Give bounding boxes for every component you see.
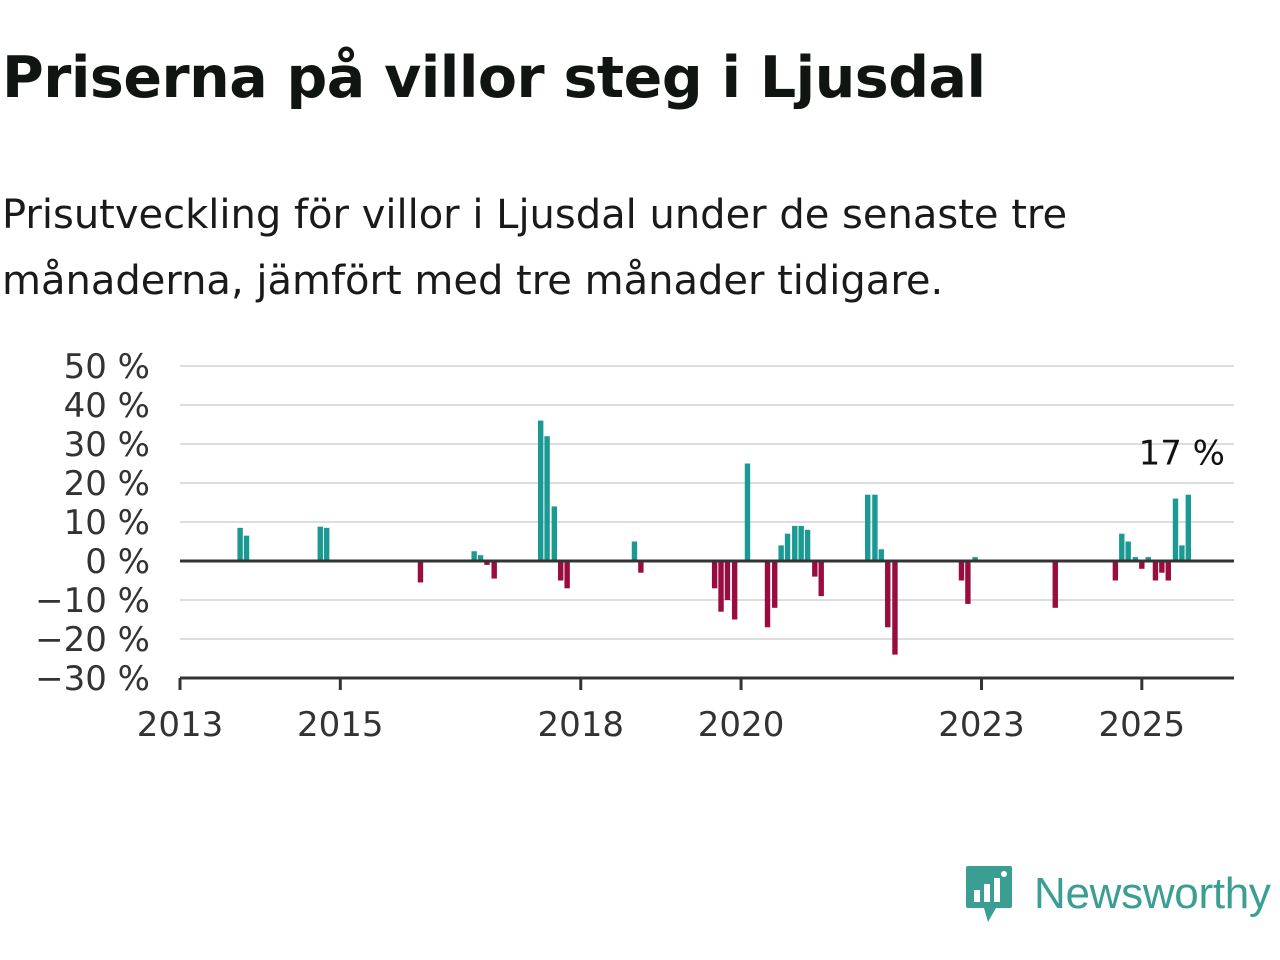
bar-negative [1139,561,1145,569]
y-tick-label: 20 % [64,464,150,504]
bar-positive [631,541,638,561]
bar-positive [323,527,330,561]
bar-positive [804,529,811,561]
axes [178,559,1234,690]
bar-positive [471,551,477,561]
bar-positive [792,525,798,561]
y-tick-label: −30 % [35,659,150,699]
bars [237,420,1192,655]
bar-positive [1132,557,1139,561]
x-tick-label: 2013 [137,705,224,745]
bar-positive [972,557,978,561]
bar-negative [718,561,724,612]
y-tick-label: −20 % [35,620,150,660]
bar-negative [484,561,490,565]
y-tick-label: 10 % [64,503,150,543]
bar-negative [812,561,818,577]
bar-negative [1152,561,1159,581]
bar-negative [1165,561,1171,581]
bar-positive [1145,557,1151,561]
x-tick-label: 2015 [297,705,384,745]
bar-negative [638,561,644,573]
y-tick-label: −10 % [35,581,150,621]
brand-logo: Newsworthy [964,864,1271,924]
brand-name: Newsworthy [1034,869,1271,918]
bar-chart: 50 %40 %30 %20 %10 %0 %−10 %−20 %−30 % 20… [35,347,1234,745]
bar-positive [537,420,544,561]
bar-negative [417,561,424,583]
bar-positive [1172,498,1179,561]
bar-positive [243,535,250,561]
bar-positive [784,533,791,561]
bar-negative [1052,561,1058,608]
tick-labels: 50 %40 %30 %20 %10 %0 %−10 %−20 %−30 % 20… [35,347,1225,745]
x-tick-label: 2023 [938,705,1025,745]
chart-subtitle: Prisutveckling för villor i Ljusdal unde… [2,192,1068,304]
bar-positive [551,506,558,561]
bar-negative [724,561,731,600]
y-tick-label: 40 % [64,386,150,426]
bar-negative [772,561,778,608]
x-tick-label: 2020 [698,705,785,745]
bar-negative [885,561,891,628]
bar-positive [1119,533,1125,561]
bar-positive [798,525,804,561]
y-tick-label: 30 % [64,425,150,465]
y-tick-label: 50 % [64,347,150,387]
bar-positive [1125,541,1131,561]
bar-negative [564,561,570,589]
bar-negative [1112,561,1119,581]
bar-positive [878,549,885,561]
bar-negative [965,561,971,604]
gridlines [180,365,1234,679]
chart-title: Priserna på villor steg i Ljusdal [2,45,986,111]
bar-negative [818,561,824,597]
y-tick-label: 0 % [85,542,150,582]
bar-negative [711,561,718,589]
bar-negative [731,561,738,620]
x-tick-label: 2025 [1099,705,1186,745]
bar-negative [1159,561,1165,573]
bar-positive [865,494,871,561]
bar-negative [892,561,898,655]
bar-positive [1179,545,1185,561]
bar-positive [744,463,751,561]
bar-negative [764,561,771,628]
bar-negative [958,561,965,581]
bar-positive [872,494,878,561]
newsworthy-logo-icon [966,866,1012,922]
bar-positive [317,526,323,561]
bar-positive [477,555,484,561]
bar-positive [1185,494,1192,561]
x-tick-label: 2018 [537,705,624,745]
bar-positive [544,436,550,561]
bar-negative [491,561,497,579]
bar-positive [778,545,784,561]
value-annotation: 17 % [1139,434,1225,474]
bar-positive [237,527,243,561]
bar-negative [558,561,564,581]
